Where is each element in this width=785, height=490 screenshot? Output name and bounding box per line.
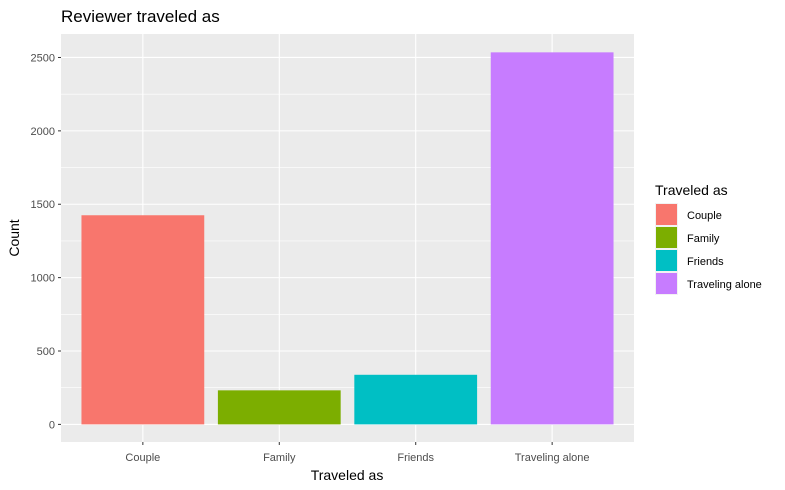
legend-title: Traveled as <box>655 182 728 198</box>
legend-label: Traveling alone <box>687 279 762 291</box>
bar-family <box>217 390 341 425</box>
y-tick-label: 1500 <box>31 199 55 211</box>
x-tick-label: Friends <box>397 452 434 464</box>
x-tick-label: Traveling alone <box>515 452 590 464</box>
x-axis-title: Traveled as <box>311 467 384 483</box>
bar-traveling-alone <box>490 52 614 425</box>
y-tick-label: 2500 <box>31 52 55 64</box>
y-tick-label: 2000 <box>31 126 55 138</box>
legend-swatch <box>656 273 677 294</box>
y-tick-label: 1000 <box>31 273 55 285</box>
legend-items: Couple Family Friends Traveling alone <box>655 203 762 295</box>
y-tick-label: 500 <box>37 346 55 358</box>
legend-swatch <box>656 227 677 248</box>
legend: Traveled as Couple Family Friends Traveling… <box>655 182 762 295</box>
legend-swatch <box>656 250 677 271</box>
bar-friends <box>354 374 478 425</box>
legend-label: Friends <box>687 256 724 268</box>
bar-couple <box>81 215 205 425</box>
chart-title: Reviewer traveled as <box>61 7 220 26</box>
legend-label: Couple <box>687 210 722 222</box>
x-axis-ticks: Couple Family Friends Traveling alone <box>125 442 590 464</box>
y-axis-title: Count <box>6 219 22 256</box>
x-tick-label: Couple <box>125 452 160 464</box>
legend-label: Family <box>687 233 720 245</box>
y-tick-label: 0 <box>49 419 55 431</box>
legend-swatch <box>656 204 677 225</box>
y-axis-ticks: 0 500 1000 1500 2000 2500 <box>31 52 61 431</box>
x-tick-label: Family <box>263 452 296 464</box>
bars <box>81 52 614 425</box>
